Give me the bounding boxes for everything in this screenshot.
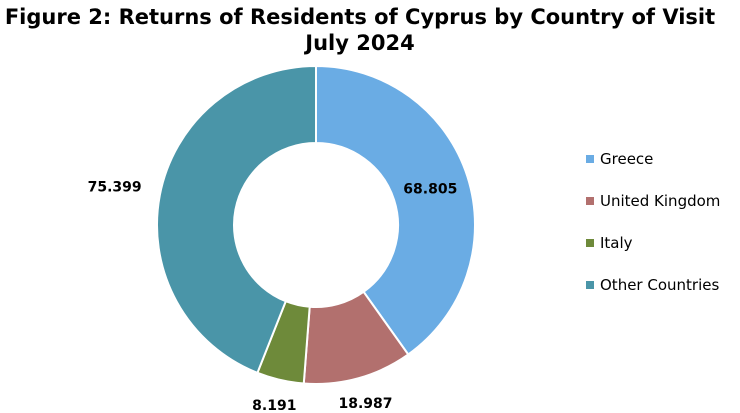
- donut-data-labels: 68.805 18.987 8.191 75.399: [88, 180, 458, 413]
- legend-item-greece: Greece: [586, 148, 720, 169]
- legend-swatch: [586, 154, 594, 163]
- chart-title-line-1: Figure 2: Returns of Residents of Cyprus…: [4, 5, 716, 29]
- data-label-other-countries: 75.399: [88, 180, 142, 196]
- legend-label: United Kingdom: [600, 191, 721, 210]
- chart-title: Figure 2: Returns of Residents of Cyprus…: [0, 4, 720, 56]
- chart-legend: Greece United Kingdom Italy Other Countries: [586, 148, 720, 316]
- data-label-united-kingdom: 18.987: [339, 396, 393, 412]
- legend-item-other-countries: Other Countries: [586, 274, 720, 295]
- legend-item-united-kingdom: United Kingdom: [586, 190, 720, 211]
- legend-swatch: [586, 238, 594, 247]
- data-label-italy: 8.191: [252, 398, 296, 413]
- data-label-greece: 68.805: [403, 181, 457, 197]
- legend-item-italy: Italy: [586, 232, 720, 253]
- slice-greece: [315, 64, 476, 356]
- chart-title-line-2: July 2024: [305, 31, 415, 55]
- donut-slices: [156, 64, 476, 385]
- legend-swatch: [586, 196, 594, 205]
- legend-label: Other Countries: [600, 275, 720, 294]
- legend-label: Italy: [600, 233, 633, 252]
- slice-other-countries: [156, 64, 317, 375]
- legend-swatch: [586, 280, 594, 289]
- legend-label: Greece: [600, 149, 654, 168]
